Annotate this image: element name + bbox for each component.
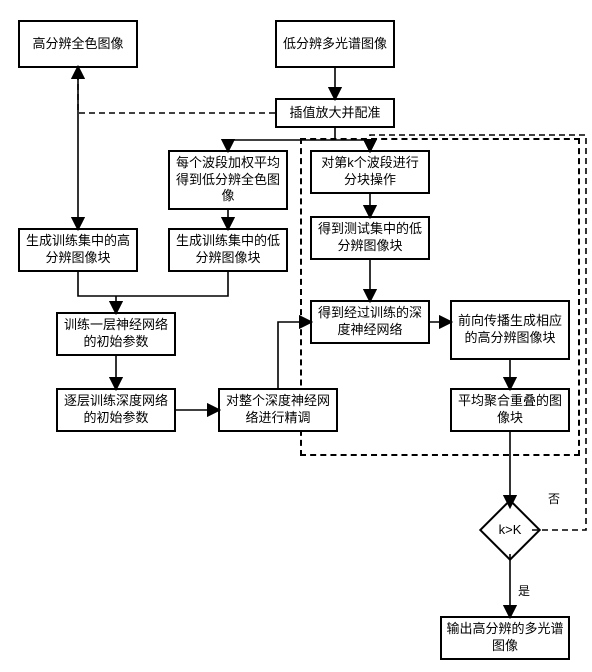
- node-fwd: 前向传播生成相应的高分辨图像块: [450, 300, 570, 360]
- node-out: 输出高分辨的多光谱图像: [440, 616, 570, 660]
- edge-label-yes: 是: [518, 582, 530, 599]
- node-finetune: 对整个深度神经网络进行精调: [218, 388, 338, 432]
- node-label: 对第k个波段进行分块操作: [316, 155, 424, 189]
- decision-diamond: [479, 499, 541, 561]
- node-label: 高分辨全色图像: [32, 36, 123, 53]
- node-label: 平均聚合重叠的图像块: [456, 393, 564, 427]
- node-label: 得到测试集中的低分辨图像块: [316, 221, 424, 255]
- node-label: 逐层训练深度网络的初始参数: [62, 393, 170, 427]
- node-label: 前向传播生成相应的高分辨图像块: [456, 313, 564, 347]
- node-trained: 得到经过训练的深度神经网络: [310, 300, 430, 344]
- node-label: 输出高分辨的多光谱图像: [446, 621, 564, 655]
- node-wavg: 每个波段加权平均得到低分辨全色图像: [168, 150, 288, 210]
- node-label: 对整个深度神经网络进行精调: [224, 393, 332, 427]
- node-trainN: 逐层训练深度网络的初始参数: [56, 388, 176, 432]
- node-gen-hi: 生成训练集中的高分辨图像块: [18, 228, 138, 272]
- node-label: 插值放大并配准: [289, 105, 380, 122]
- node-label: 生成训练集中的低分辨图像块: [174, 233, 282, 267]
- label-text: 否: [548, 492, 560, 506]
- node-label: 训练一层神经网络的初始参数: [62, 317, 170, 351]
- label-text: 是: [518, 584, 530, 598]
- node-avg: 平均聚合重叠的图像块: [450, 388, 570, 432]
- node-interp: 插值放大并配准: [275, 98, 395, 128]
- node-label: 每个波段加权平均得到低分辨全色图像: [174, 155, 282, 206]
- node-label: 生成训练集中的高分辨图像块: [24, 233, 132, 267]
- node-label: 低分辨多光谱图像: [283, 36, 387, 53]
- node-blockk: 对第k个波段进行分块操作: [310, 150, 430, 194]
- node-src-ms: 低分辨多光谱图像: [275, 20, 395, 68]
- node-gen-lo: 生成训练集中的低分辨图像块: [168, 228, 288, 272]
- node-train1: 训练一层神经网络的初始参数: [56, 312, 176, 356]
- node-test-lo: 得到测试集中的低分辨图像块: [310, 216, 430, 260]
- node-src-pan: 高分辨全色图像: [18, 20, 138, 68]
- edge-label-no: 否: [548, 490, 560, 507]
- node-label: 得到经过训练的深度神经网络: [316, 305, 424, 339]
